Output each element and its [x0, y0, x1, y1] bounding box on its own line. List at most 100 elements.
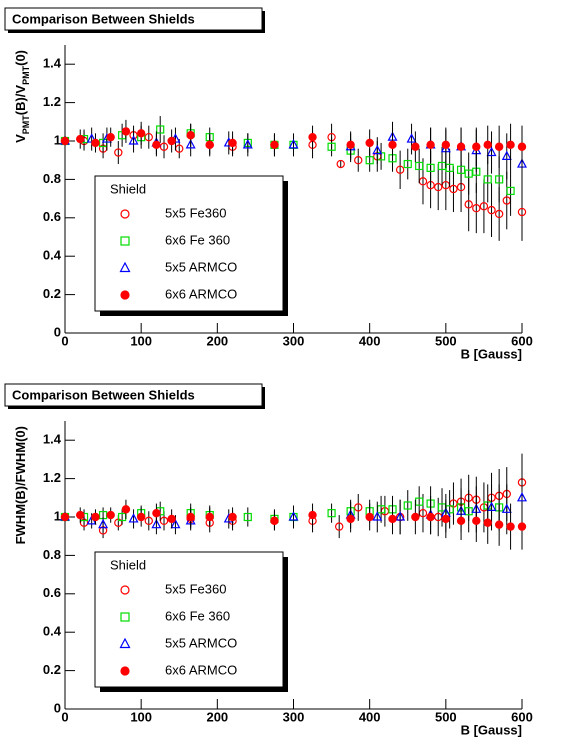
marker: [308, 510, 317, 520]
marker: [415, 161, 424, 171]
marker: [472, 516, 481, 526]
marker: [494, 209, 504, 219]
marker: [270, 516, 279, 526]
marker: [403, 501, 412, 510]
legend-label: 5x5 Fe360: [165, 581, 226, 596]
y-tick-label: 0: [54, 700, 61, 715]
marker: [434, 182, 443, 192]
marker: [494, 520, 504, 529]
marker: [114, 148, 123, 157]
marker: [426, 512, 435, 522]
marker: [327, 142, 336, 151]
marker: [456, 516, 466, 526]
marker: [456, 142, 466, 151]
marker: [308, 132, 317, 142]
legend: [94, 551, 284, 688]
series: [60, 119, 527, 168]
marker: [243, 512, 252, 522]
marker: [128, 513, 139, 523]
marker: [170, 518, 181, 529]
y-tick-label: 0: [54, 324, 61, 339]
x-tick-label: 600: [511, 709, 533, 724]
marker: [346, 140, 355, 150]
marker: [327, 509, 336, 518]
marker: [464, 507, 473, 516]
title-box: [4, 7, 263, 31]
marker: [395, 511, 406, 521]
y-axis-label: FWHM(B)/FWHM(0): [13, 426, 28, 544]
marker: [185, 139, 196, 149]
y-tick-label: 1.4: [43, 56, 62, 71]
x-tick-label: 300: [283, 709, 305, 724]
legend-marker: [120, 666, 130, 676]
marker: [388, 514, 397, 524]
panel: Comparison Between Shields 0 0.2 0.4 0.6 0.8 1…: [4, 7, 533, 361]
x-tick-label: 0: [61, 333, 68, 348]
marker: [346, 514, 355, 524]
legend: [94, 175, 284, 312]
legend-label: 6x6 ARMCO: [165, 286, 237, 301]
x-tick-label: 200: [206, 709, 228, 724]
marker: [106, 132, 115, 142]
marker: [60, 136, 70, 146]
marker: [483, 518, 492, 527]
panel: Comparison Between Shields 0 0.2 0.4 0.6 0.8 1…: [4, 383, 533, 737]
marker: [354, 155, 363, 165]
x-tick-label: 300: [283, 333, 305, 348]
marker: [486, 146, 497, 157]
marker: [205, 512, 214, 522]
legend-label: 6x6 ARMCO: [165, 662, 237, 677]
marker: [372, 144, 383, 155]
marker: [426, 163, 435, 172]
marker: [483, 175, 492, 184]
marker: [441, 514, 451, 524]
marker: [121, 127, 131, 136]
marker: [372, 511, 383, 521]
x-tick-label: 500: [435, 709, 457, 724]
marker: [186, 131, 195, 140]
marker: [106, 510, 115, 520]
marker: [365, 138, 374, 148]
legend-marker: [119, 637, 131, 649]
y-tick-label: 1.2: [43, 94, 61, 109]
marker: [288, 139, 299, 149]
legend-title: Shield: [110, 181, 146, 196]
marker: [242, 139, 253, 149]
marker: [156, 125, 165, 134]
marker: [472, 203, 481, 213]
y-tick-label: 0.8: [43, 171, 61, 186]
x-tick-label: 0: [61, 709, 68, 724]
y-axis-label-part: FWHM(B)/FWHM(0): [13, 426, 28, 544]
legend-label: 6x6 Fe 360: [165, 232, 230, 247]
marker: [483, 140, 492, 150]
title-box: [4, 383, 263, 407]
chart-title: Comparison Between Shields: [12, 387, 195, 402]
marker: [167, 514, 176, 524]
marker: [487, 205, 496, 215]
y-tick-label: 1: [54, 508, 61, 523]
legend-marker: [119, 261, 131, 273]
y-tick-label: 0.8: [43, 547, 61, 562]
y-axis-label-part: (0): [13, 50, 28, 66]
marker: [167, 136, 176, 146]
marker: [472, 142, 481, 151]
series: [60, 470, 527, 535]
marker: [506, 186, 515, 196]
marker: [76, 134, 85, 144]
x-tick-label: 200: [206, 333, 228, 348]
x-tick-label: 600: [511, 333, 533, 348]
marker: [136, 129, 146, 138]
series: [60, 499, 527, 550]
x-tick-label: 500: [435, 333, 457, 348]
legend-marker: [120, 585, 130, 595]
marker: [456, 165, 466, 174]
y-tick-label: 0.2: [43, 286, 61, 301]
marker: [406, 133, 417, 143]
marker: [426, 140, 435, 150]
legend-label: 5x5 Fe360: [165, 205, 226, 220]
y-tick-label: 0.6: [43, 585, 61, 600]
x-tick-label: 100: [130, 333, 152, 348]
marker: [403, 159, 412, 169]
marker: [205, 140, 214, 150]
marker: [98, 518, 109, 529]
